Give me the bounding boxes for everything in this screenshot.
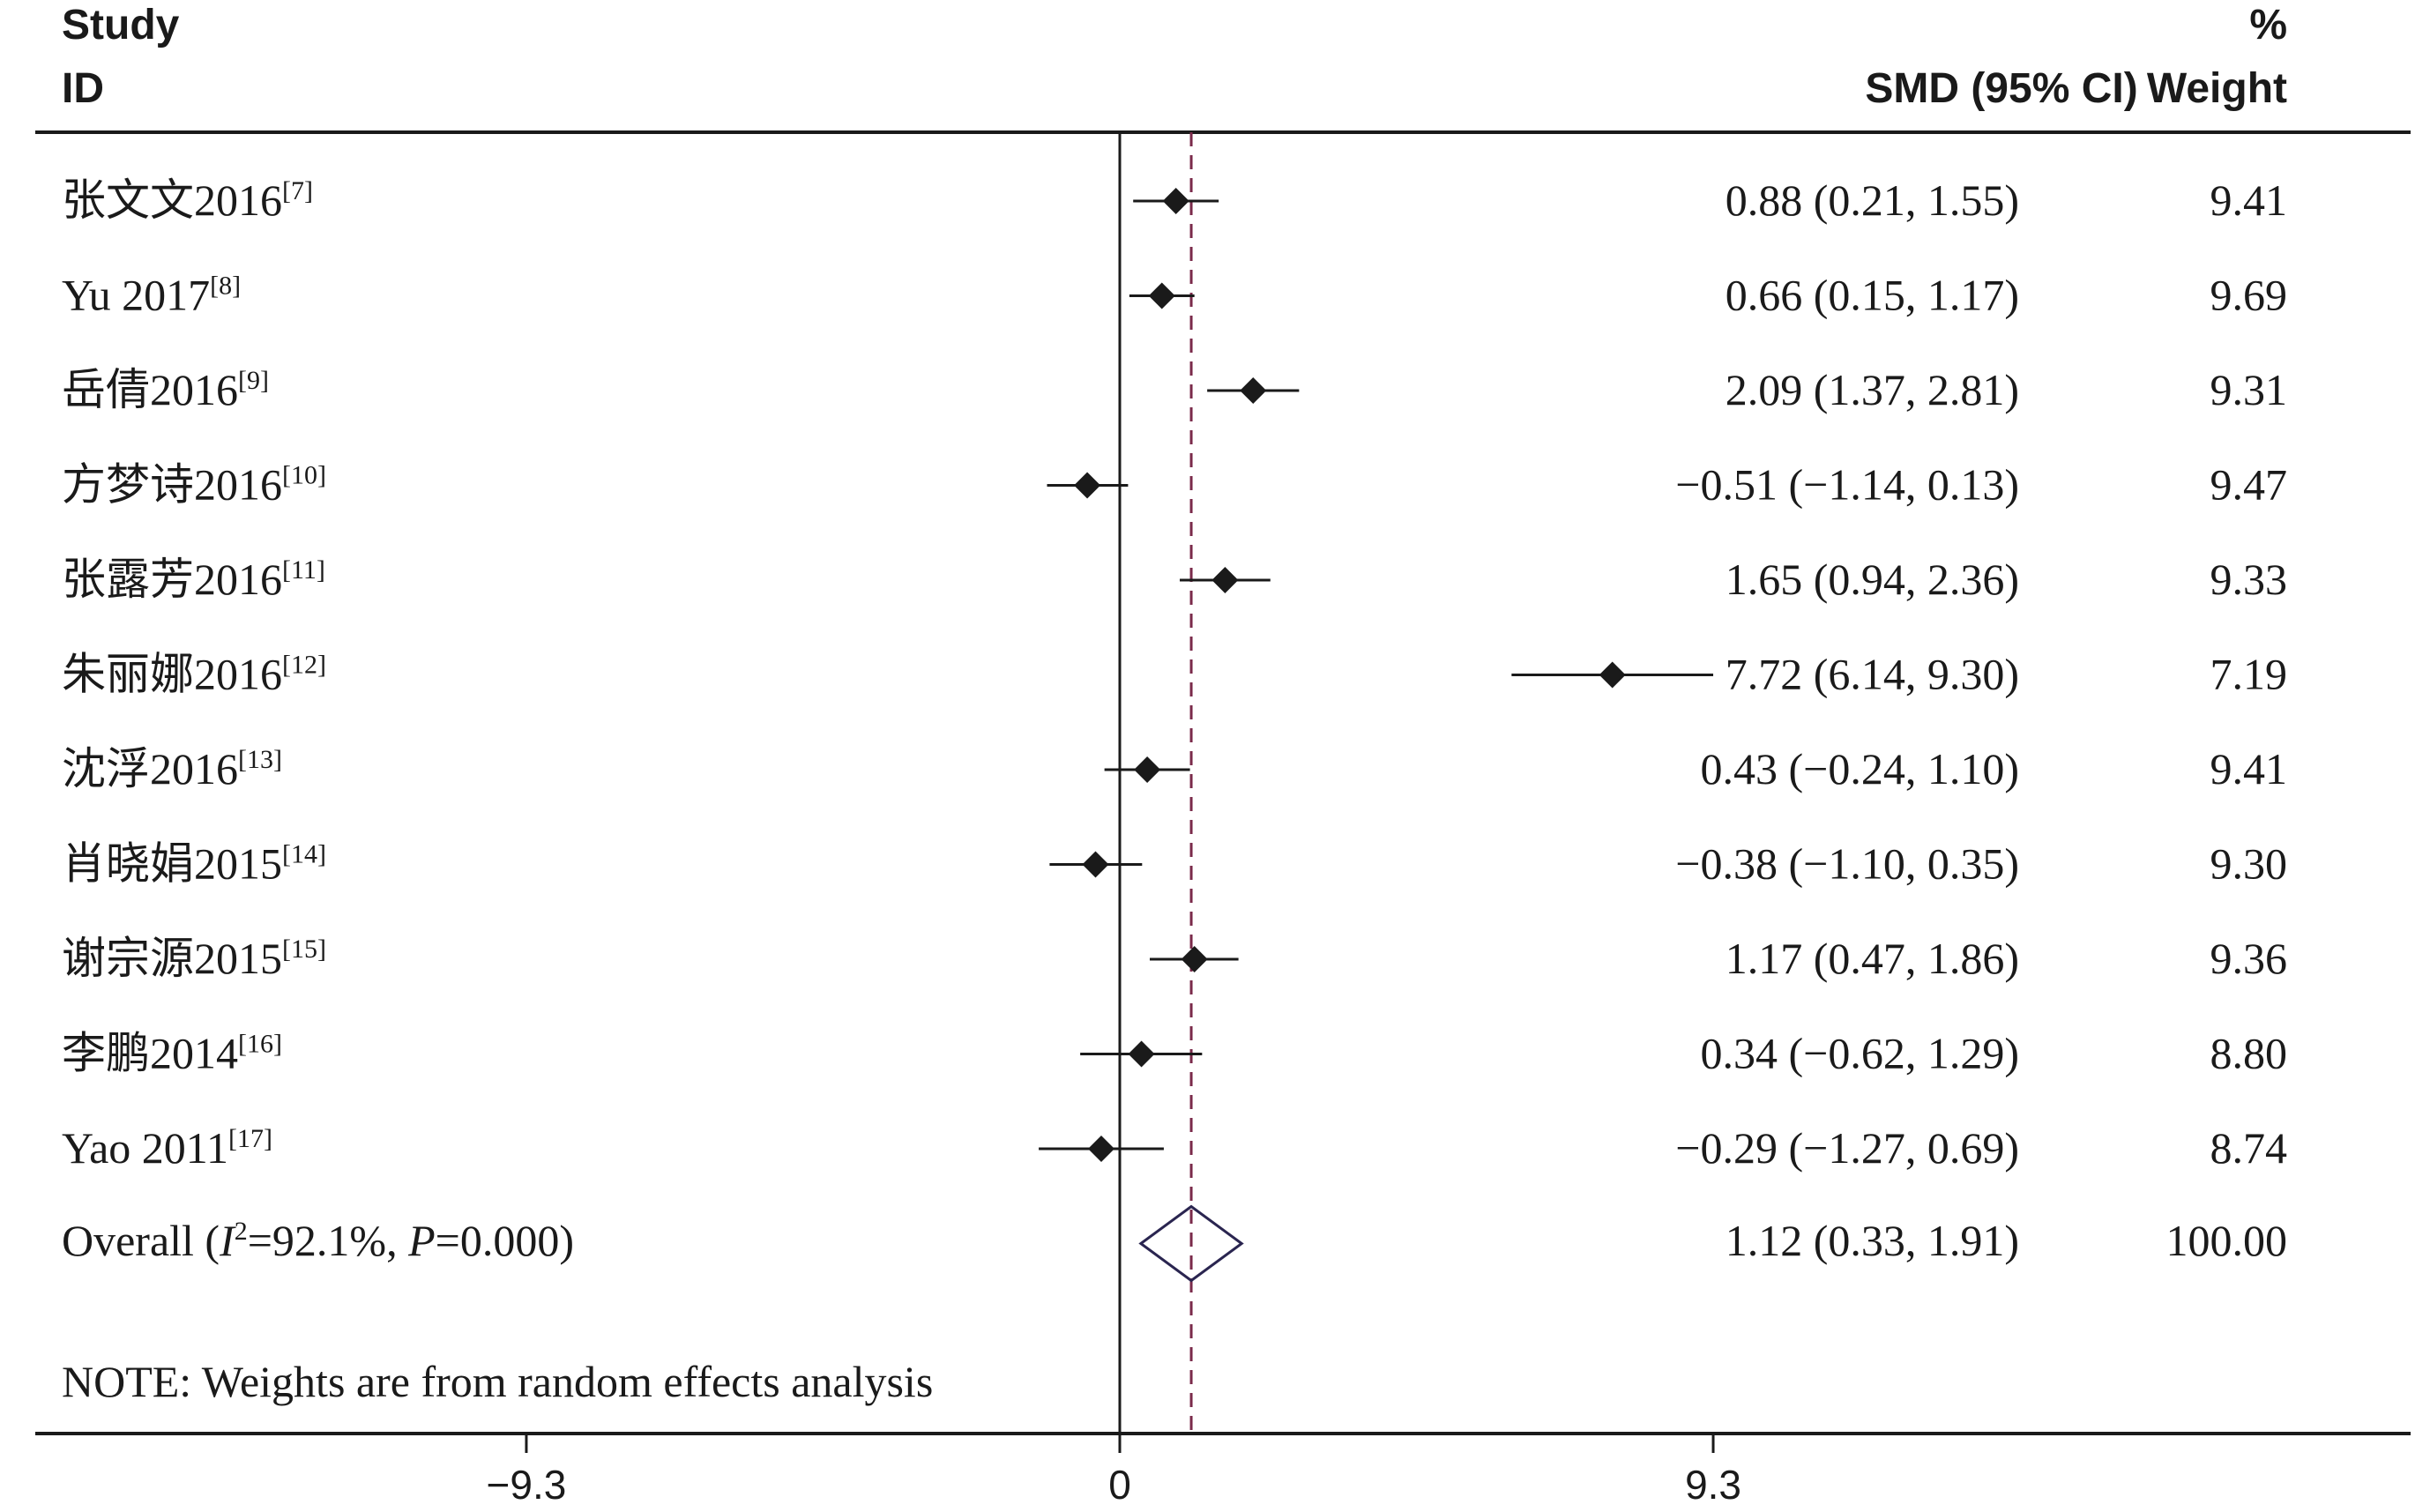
point-estimate-marker [1211,567,1239,593]
study-reference: [8] [210,272,241,301]
study-ci: 1.17 (0.47, 1.86) [1726,934,2019,983]
study-weight: 8.74 [2210,1123,2288,1173]
x-tick-label: −9.3 [487,1462,567,1508]
study-row: 张文文2016[7] 0.88 (0.21, 1.55) 9.41 [62,175,2287,225]
study-row: 方梦诗2016[10] −0.51 (−1.14, 0.13) 9.47 [62,460,2287,510]
study-ci: 1.65 (0.94, 2.36) [1726,555,2019,604]
study-ci: −0.29 (−1.27, 0.69) [1675,1123,2019,1173]
footnote: NOTE: Weights are from random effects an… [62,1357,933,1406]
study-weight: 9.41 [2210,744,2288,793]
study-ci: 0.66 (0.15, 1.17) [1726,271,2019,320]
study-name: 张文文2016 [62,175,282,225]
study-row: 肖晓娟2015[14] −0.38 (−1.10, 0.35) 9.30 [62,839,2287,889]
point-estimate-marker [1074,472,1101,499]
study-weight: 9.41 [2210,175,2288,225]
overall-diamond [1138,1204,1244,1283]
study-ci: −0.51 (−1.14, 0.13) [1675,460,2019,510]
study-reference: [7] [282,176,313,205]
study-row: 沈浮2016[13] 0.43 (−0.24, 1.10) 9.41 [62,744,2287,793]
overall-label-part: =92.1%, [248,1216,408,1265]
overall-weight: 100.00 [2166,1216,2288,1265]
study-reference: [15] [282,935,326,964]
overall-label-part: =0.000) [436,1216,574,1265]
study-name: 方梦诗2016 [62,460,282,510]
study-ci: 0.34 (−0.62, 1.29) [1701,1029,2020,1078]
study-row: 谢宗源2015[15] 1.17 (0.47, 1.86) 9.36 [62,934,2287,983]
point-estimate-marker [1599,661,1626,689]
study-row: Yao 2011[17] −0.29 (−1.27, 0.69) 8.74 [62,1123,2287,1173]
study-row: 张露芳2016[11] 1.65 (0.94, 2.36) 9.33 [62,555,2287,604]
study-row: 李鹏2014[16] 0.34 (−0.62, 1.29) 8.80 [62,1029,2287,1078]
study-reference: [11] [282,555,325,585]
study-label: 方梦诗2016[10] [62,460,326,510]
study-name: 肖晓娟2015 [62,839,282,889]
study-ci: 0.88 (0.21, 1.55) [1726,175,2019,225]
study-weight: 7.19 [2210,650,2288,699]
study-weight: 9.31 [2210,365,2288,414]
point-estimate-marker [1162,188,1189,214]
point-estimate-marker [1240,377,1267,404]
overall-label-part: P [407,1216,436,1265]
study-name: 张露芳2016 [62,555,282,604]
point-estimate-marker [1148,282,1175,309]
header-weight-percent: % [2249,2,2287,48]
study-weight: 9.36 [2210,934,2288,983]
study-ci: 0.43 (−0.24, 1.10) [1701,744,2020,793]
overall-label-part: Overall ( [62,1216,220,1265]
study-weight: 9.69 [2210,271,2288,320]
study-reference: [9] [238,366,269,395]
study-name: Yao 2011 [62,1123,228,1173]
study-label: 朱丽娜2016[12] [62,650,326,699]
study-row: Yu 2017[8] 0.66 (0.15, 1.17) 9.69 [62,271,2287,320]
study-ci: 7.72 (6.14, 9.30) [1726,650,2019,699]
point-estimate-marker [1082,851,1109,878]
point-estimate-marker [1181,946,1208,972]
x-tick-label: 9.3 [1685,1462,1741,1508]
header-effect: SMD (95% CI) [1865,65,2137,112]
study-label: 张文文2016[7] [62,175,313,225]
study-name: 朱丽娜2016 [62,650,282,699]
header-id: ID [62,65,104,112]
study-name: 岳倩2016 [62,365,238,414]
header-study: Study [62,2,180,48]
study-label: 沈浮2016[13] [62,744,282,793]
study-row: 岳倩2016[9] 2.09 (1.37, 2.81) 9.31 [62,365,2287,414]
study-weight: 9.30 [2210,839,2288,889]
study-name: 沈浮2016 [62,744,238,793]
overall-label: Overall (I2=92.1%, P=0.000) [62,1216,574,1265]
study-weight: 9.47 [2210,460,2288,510]
study-name: 李鹏2014 [62,1029,238,1078]
study-reference: [14] [282,840,326,869]
point-estimate-marker [1088,1136,1115,1162]
study-label: 谢宗源2015[15] [62,934,326,983]
study-ci: 2.09 (1.37, 2.81) [1726,365,2019,414]
study-name: Yu 2017 [62,271,210,320]
study-label: Yu 2017[8] [62,271,241,320]
study-name: 谢宗源2015 [62,934,282,983]
overall-ci: 1.12 (0.33, 1.91) [1726,1216,2019,1265]
study-reference: [10] [282,461,326,490]
study-label: 肖晓娟2015[14] [62,839,326,889]
study-label: 李鹏2014[16] [62,1029,282,1078]
study-reference: [12] [282,651,326,680]
study-reference: [17] [228,1124,272,1153]
study-label: Yao 2011[17] [62,1123,272,1173]
study-reference: [16] [238,1030,282,1059]
study-ci: −0.38 (−1.10, 0.35) [1675,839,2019,889]
x-tick-label: 0 [1108,1462,1131,1508]
overall-label-part: 2 [235,1217,248,1246]
study-row: 朱丽娜2016[12] 7.72 (6.14, 9.30) 7.19 [62,650,2287,699]
study-label: 岳倩2016[9] [62,365,269,414]
study-reference: [13] [238,745,282,774]
study-weight: 8.80 [2210,1029,2288,1078]
point-estimate-marker [1134,756,1161,783]
overall-label-part: I [219,1216,236,1265]
point-estimate-marker [1128,1040,1155,1068]
study-label: 张露芳2016[11] [62,555,325,604]
study-weight: 9.33 [2210,555,2288,604]
header-weight: Weight [2147,65,2287,112]
